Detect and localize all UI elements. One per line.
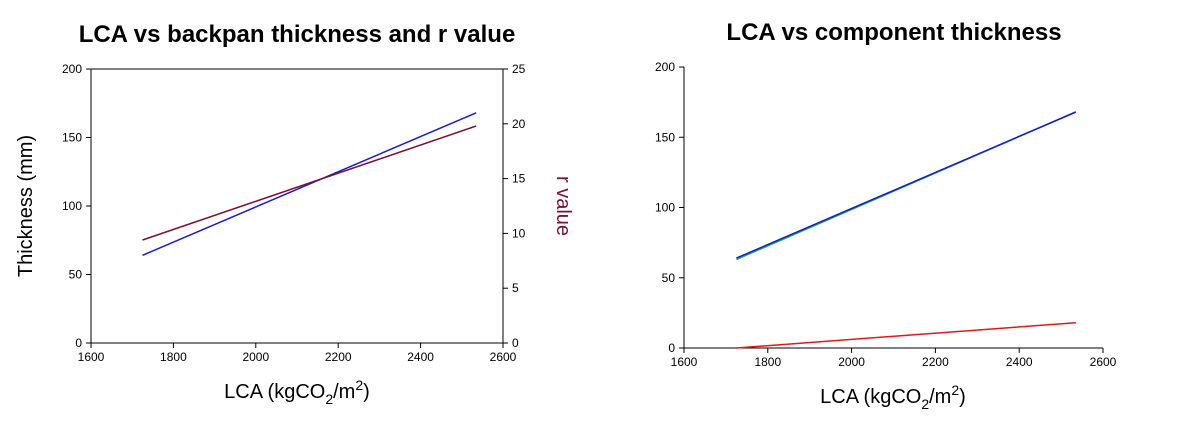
left-y2-tick-label: 0 — [512, 336, 519, 350]
left-y2-tick-label: 15 — [512, 172, 526, 186]
left-x-axis-label: LCA (kgCO2/m2) — [224, 377, 370, 407]
right-x-tick-label: 2000 — [838, 355, 865, 369]
left-x-tick-label: 2000 — [242, 350, 269, 364]
left-y2-tick-label: 10 — [512, 226, 526, 240]
left-x-tick-label: 2400 — [407, 350, 434, 364]
left-y2-tick-label: 25 — [512, 62, 526, 76]
left-x-tick-label: 2600 — [490, 350, 517, 364]
left-y-axis-label: Thickness (mm) — [15, 135, 37, 277]
right-y-tick-label: 50 — [662, 271, 676, 285]
right-series-line-blue — [736, 111, 1077, 259]
right-chart: LCA vs component thickness 1600 1800 2000 2… — [655, 19, 1117, 412]
right-chart-title: LCA vs component thickness — [726, 19, 1061, 46]
left-y-tick-label: 100 — [62, 199, 82, 213]
left-y2-axis-label: r value — [552, 176, 574, 236]
right-x-tick-label: 1600 — [671, 355, 698, 369]
right-y-tick-label: 0 — [668, 341, 675, 355]
right-y-tick-label: 150 — [655, 130, 675, 144]
left-plot-frame — [90, 68, 504, 344]
left-axes: 1600 1800 2000 2200 2400 26000501001502000510… — [62, 62, 526, 364]
right-x-tick-label: 2200 — [922, 355, 949, 369]
right-x-tick-label: 1800 — [754, 355, 781, 369]
left-series-line-thickness — [142, 112, 477, 256]
right-x-tick-label: 2400 — [1006, 355, 1033, 369]
left-chart: LCA vs backpan thickness and r value 160… — [15, 21, 574, 407]
left-y-tick-label: 200 — [62, 62, 82, 76]
right-y-tick-label: 100 — [655, 201, 675, 215]
right-series-line-red — [736, 321, 1076, 349]
right-x-axis-label: LCA (kgCO2/m2) — [820, 382, 966, 412]
right-axes: 1600 1800 2000 2200 2400 2600 0 50 100 150 200 — [655, 60, 1117, 369]
right-x-tick-label: 2600 — [1090, 355, 1117, 369]
left-x-tick-label: 2200 — [325, 350, 352, 364]
left-y2-tick-label: 20 — [512, 117, 526, 131]
left-series-line-r-value — [142, 125, 477, 241]
left-y2-tick-label: 5 — [512, 281, 519, 295]
left-chart-title: LCA vs backpan thickness and r value — [79, 21, 516, 48]
left-x-tick-label: 1800 — [160, 350, 187, 364]
left-y-tick-label: 0 — [75, 336, 82, 350]
right-y-tick-label: 200 — [655, 60, 675, 74]
left-x-tick-label: 1600 — [78, 350, 105, 364]
left-y-tick-label: 150 — [62, 131, 82, 145]
left-y-tick-label: 50 — [69, 268, 83, 282]
